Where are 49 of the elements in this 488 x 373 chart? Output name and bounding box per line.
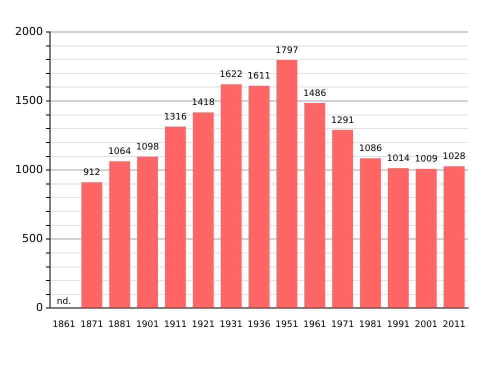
x-tick-label: 1931 bbox=[220, 320, 243, 330]
data-label: 1418 bbox=[192, 98, 215, 108]
x-tick-label: 1911 bbox=[164, 320, 187, 330]
bar bbox=[81, 182, 102, 308]
x-tick-label: 1991 bbox=[386, 320, 410, 330]
bar bbox=[304, 102, 326, 308]
text: nd. bbox=[56, 297, 72, 308]
x-tick-label: 1981 bbox=[359, 320, 382, 330]
y-tick-label: 1500 bbox=[14, 94, 43, 107]
data-label: 1316 bbox=[164, 112, 188, 122]
bar bbox=[416, 168, 437, 308]
data-label: 1291 bbox=[331, 116, 354, 126]
bar bbox=[192, 112, 214, 308]
x-tick-label: 1961 bbox=[303, 320, 326, 330]
x-tick-label: 2011 bbox=[442, 320, 466, 330]
data-label: 1098 bbox=[136, 142, 160, 152]
x-tick-label: 1921 bbox=[192, 320, 215, 330]
y-tick-label: 2000 bbox=[14, 24, 43, 38]
data-label: 1064 bbox=[108, 147, 132, 158]
bar bbox=[137, 156, 158, 308]
data-label: 1009 bbox=[414, 154, 438, 165]
x-tick-label: 2001 bbox=[414, 320, 438, 330]
data-label: 1622 bbox=[220, 70, 243, 80]
bar bbox=[276, 60, 298, 308]
bar bbox=[109, 161, 130, 308]
x-tick-label: 1901 bbox=[136, 320, 159, 330]
data-label: 1014 bbox=[386, 154, 410, 164]
data-label: 1486 bbox=[303, 88, 326, 99]
bar bbox=[164, 126, 186, 308]
bar bbox=[360, 158, 381, 308]
data-label: 1611 bbox=[248, 72, 270, 82]
y-tick-label: 500 bbox=[22, 232, 43, 246]
bar bbox=[332, 130, 354, 308]
x-tick-label: 1936 bbox=[248, 320, 271, 330]
x-tick-label: 1881 bbox=[108, 320, 132, 330]
bar bbox=[220, 84, 242, 308]
x-tick-label: 1861 bbox=[52, 320, 76, 330]
y-tick-label: 1000 bbox=[14, 162, 43, 176]
data-label: 1797 bbox=[275, 46, 298, 56]
data-label: 1028 bbox=[442, 152, 466, 162]
y-tick-label: 0 bbox=[36, 301, 43, 314]
x-tick-label: 1951 bbox=[275, 320, 298, 330]
bar bbox=[444, 166, 465, 308]
x-tick-label: 1871 bbox=[80, 320, 104, 330]
bar bbox=[388, 168, 409, 308]
data-label: 912 bbox=[83, 168, 100, 178]
bar bbox=[248, 86, 270, 308]
x-tick-label: 1971 bbox=[331, 320, 354, 330]
data-label: 1086 bbox=[359, 144, 382, 154]
